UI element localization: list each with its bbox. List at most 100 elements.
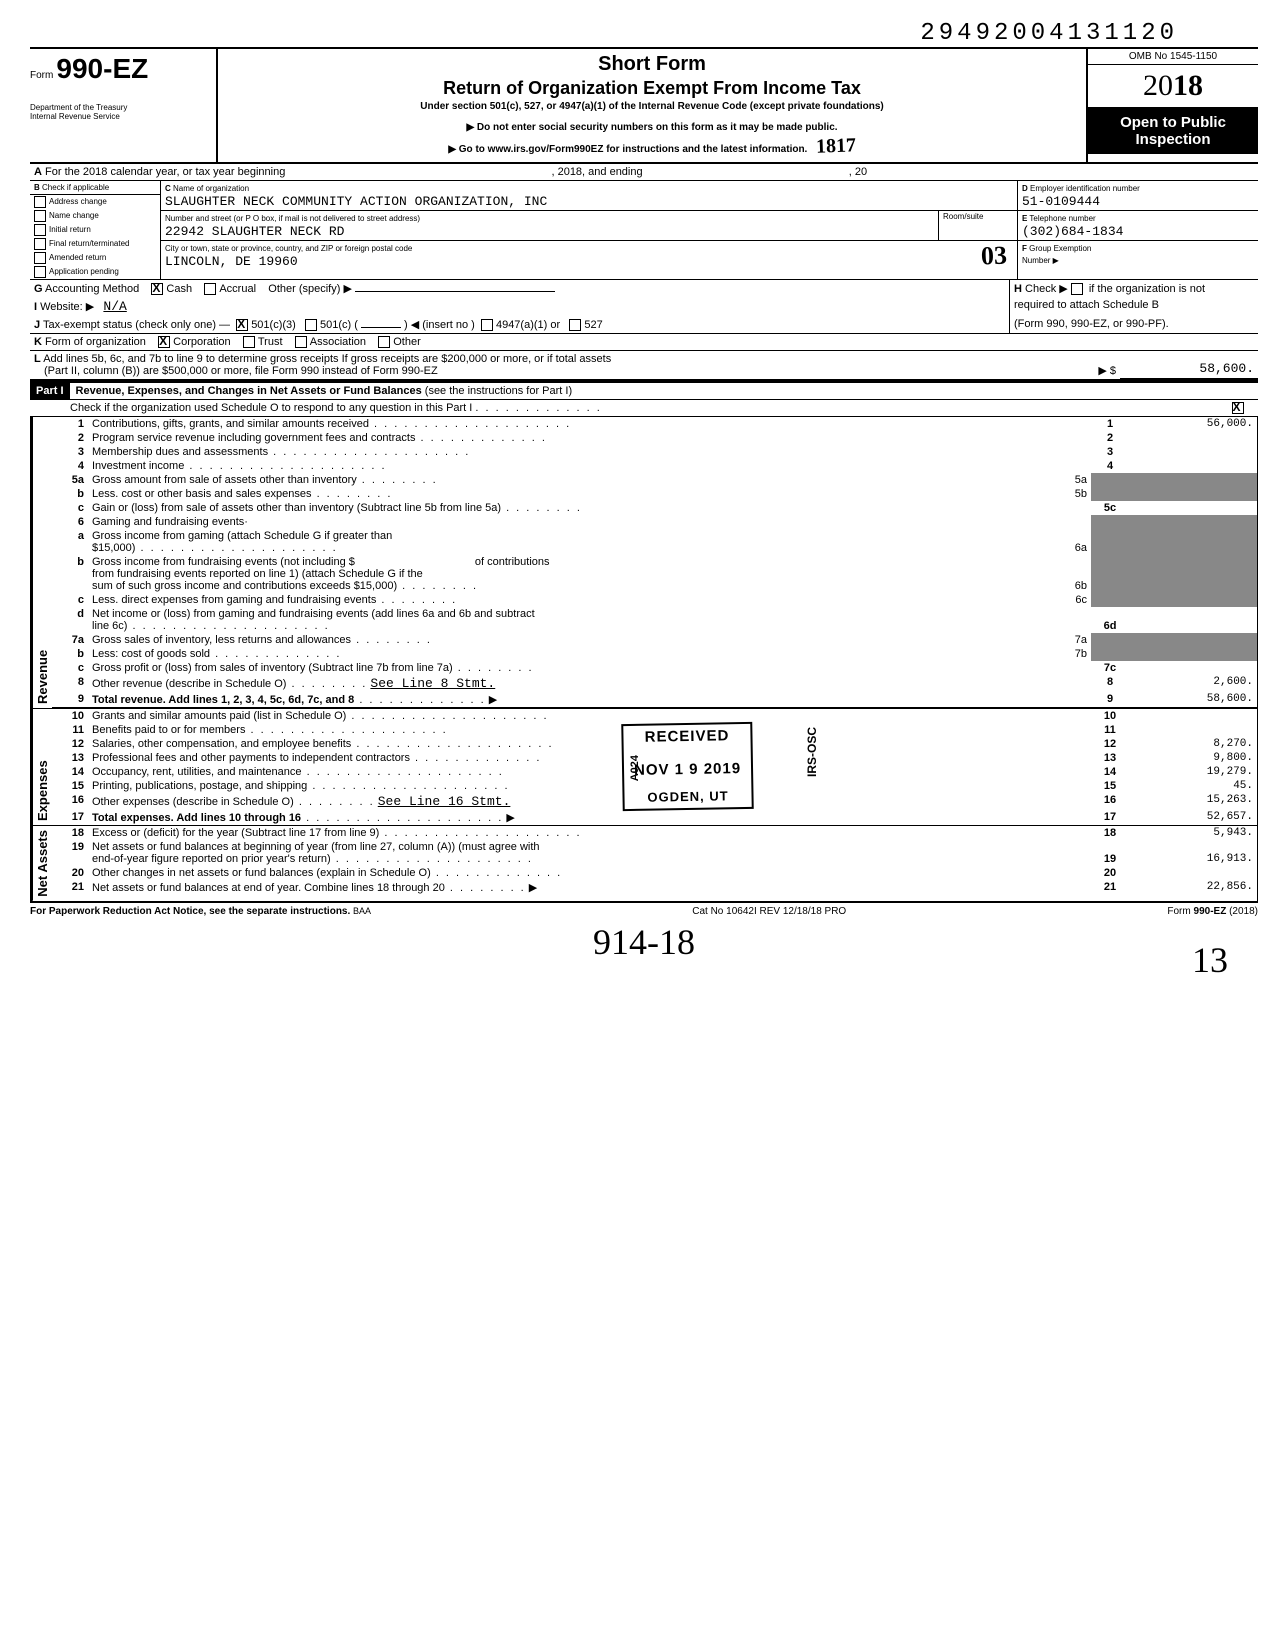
ln8-box: 8 <box>1091 675 1129 692</box>
chk-name-change[interactable]: Name change <box>30 209 160 223</box>
line-j: J Tax-exempt status (check only one) — 5… <box>30 316 1258 334</box>
opt-assoc: Association <box>310 336 366 348</box>
ln13-box: 13 <box>1091 751 1129 765</box>
footer-mid: Cat No 10642I REV 12/18/18 PRO <box>692 906 846 917</box>
ln9-val: 58,600. <box>1129 692 1257 708</box>
chk-other-org[interactable] <box>378 336 390 348</box>
part1-check-text: Check if the organization used Schedule … <box>70 402 472 414</box>
arrow-ssn: ▶ Do not enter social security numbers o… <box>222 122 1082 133</box>
chk-initial-return[interactable]: Initial return <box>30 223 160 237</box>
chk-schedule-o-part1[interactable] <box>1232 402 1244 414</box>
chk-cash[interactable] <box>151 283 163 295</box>
line-h-text2: if the organization is not <box>1089 283 1205 295</box>
ln13-text: Professional fees and other payments to … <box>92 752 410 764</box>
ln17-text: Total expenses. Add lines 10 through 16 <box>92 812 301 824</box>
ln6-text: Gaming and fundraising events· <box>88 515 1091 529</box>
ln21-text: Net assets or fund balances at end of ye… <box>92 882 445 894</box>
opt-insert-no: ) ◀ (insert no ) <box>404 319 475 331</box>
ln5c-box: 5c <box>1091 501 1129 515</box>
ln15-no: 15 <box>52 779 88 793</box>
ln6a-shade <box>1091 529 1129 555</box>
ln5a-text: Gross amount from sale of assets other t… <box>92 474 357 486</box>
ln10-box: 10 <box>1091 709 1129 723</box>
ln7b-shade <box>1091 647 1129 661</box>
ln4-text: Investment income <box>92 460 184 472</box>
ln5b-mbox: 5b <box>1075 488 1087 500</box>
chk-501c[interactable] <box>305 319 317 331</box>
ln19-t1: Net assets or fund balances at beginning… <box>92 841 540 853</box>
dept-irs: Internal Revenue Service <box>30 112 210 121</box>
opt-trust: Trust <box>258 336 283 348</box>
chk-accrual[interactable] <box>204 283 216 295</box>
form-label: Form <box>30 70 53 81</box>
netassets-vert-label: Net Assets <box>32 826 52 901</box>
ln5a-mbox: 5a <box>1075 474 1087 486</box>
ln20-val <box>1129 866 1257 880</box>
ln1-no: 1 <box>52 417 88 431</box>
ln6b-t1: Gross income from fundraising events (no… <box>92 556 355 568</box>
chk-association[interactable] <box>295 336 307 348</box>
received-stamp: RECEIVED NOV 1 9 2019 OGDEN, UT <box>621 722 754 812</box>
ln7c-box: 7c <box>1091 661 1129 675</box>
ln5c-text: Gain or (loss) from sale of assets other… <box>92 502 501 514</box>
section-c-text: Name of organization <box>173 184 249 193</box>
ln6-no: 6 <box>52 515 88 529</box>
ln6a-mbox: 6a <box>1075 542 1087 554</box>
ln5b-shade <box>1091 487 1129 501</box>
stamp-ogden: OGDEN, UT <box>634 789 741 808</box>
ln7b-no: b <box>52 647 88 661</box>
ln6d-t2: line 6c) <box>92 620 127 632</box>
ln6a-t1: Gross income from gaming (attach Schedul… <box>92 530 392 542</box>
chk-501c3[interactable] <box>236 319 248 331</box>
dept-treasury: Department of the Treasury <box>30 103 210 112</box>
section-b-label: B <box>34 183 40 192</box>
line-h-text4: (Form 990, 990-EZ, or 990-PF). <box>1009 316 1258 333</box>
chk-schedule-b[interactable] <box>1071 283 1083 295</box>
opt-501c3: 501(c)(3) <box>251 319 296 331</box>
website-label: Website: ▶ <box>40 301 94 313</box>
ln20-box: 20 <box>1091 866 1129 880</box>
tax-year: 2018 <box>1088 65 1258 108</box>
ln21-box: 21 <box>1091 880 1129 895</box>
ln6c-text: Less. direct expenses from gaming and fu… <box>92 594 376 606</box>
ln13-no: 13 <box>52 751 88 765</box>
ln10-val <box>1129 709 1257 723</box>
chk-final-return[interactable]: Final return/terminated <box>30 237 160 251</box>
chk-527[interactable] <box>569 319 581 331</box>
ln19-val: 16,913. <box>1129 840 1257 866</box>
ln5c-no: c <box>52 501 88 515</box>
stamp-03: 03 <box>980 241 1007 272</box>
line-a-text2: , 2018, and ending <box>551 166 642 178</box>
expenses-vert-label: Expenses <box>32 709 52 825</box>
gross-receipts: 58,600. <box>1120 359 1258 379</box>
chk-trust[interactable] <box>243 336 255 348</box>
line-h-text3: required to attach Schedule B <box>1009 297 1258 316</box>
part1-title: Revenue, Expenses, and Changes in Net As… <box>76 385 422 397</box>
stamp-a024: A024 <box>629 755 641 781</box>
ln13-val: 9,800. <box>1129 751 1257 765</box>
revenue-vert-label: Revenue <box>32 417 52 708</box>
line-g-h: G Accounting Method Cash Accrual Other (… <box>30 280 1258 297</box>
open-to-public: Open to Public <box>1090 114 1256 131</box>
top-stamp-number: 29492004131120 <box>30 20 1258 47</box>
chk-address-change[interactable]: Address change <box>30 195 160 209</box>
ln12-val: 8,270. <box>1129 737 1257 751</box>
ln2-no: 2 <box>52 431 88 445</box>
ln7c-no: c <box>52 661 88 675</box>
ln9-box: 9 <box>1091 692 1129 708</box>
ln20-no: 20 <box>52 866 88 880</box>
chk-corporation[interactable] <box>158 336 170 348</box>
ln2-text: Program service revenue including govern… <box>92 432 415 444</box>
chk-app-pending[interactable]: Application pending <box>30 265 160 279</box>
chk-amended[interactable]: Amended return <box>30 251 160 265</box>
ln5c-val <box>1129 501 1257 515</box>
ln15-box: 15 <box>1091 779 1129 793</box>
ln14-val: 19,279. <box>1129 765 1257 779</box>
section-d-text: Employer identification number <box>1030 184 1140 193</box>
line-i-label: I <box>34 301 37 313</box>
city-label: City or town, state or province, country… <box>165 244 412 253</box>
ln5b-no: b <box>52 487 88 501</box>
ln16-box: 16 <box>1091 793 1129 810</box>
ln3-no: 3 <box>52 445 88 459</box>
chk-4947[interactable] <box>481 319 493 331</box>
